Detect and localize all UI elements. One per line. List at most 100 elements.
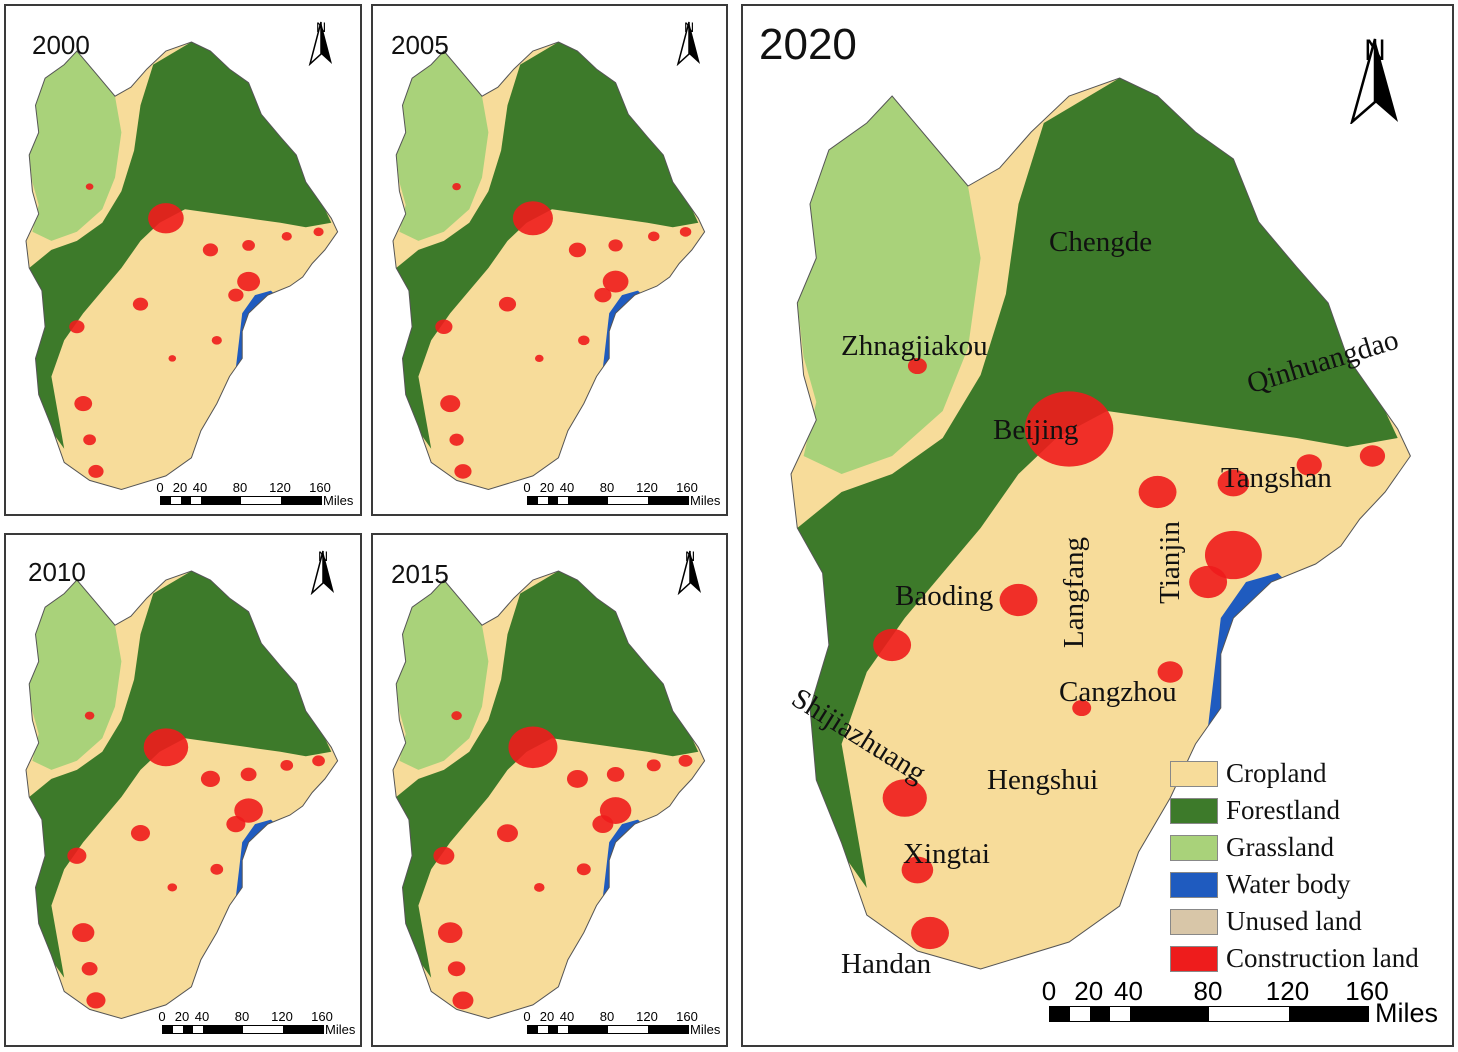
construction-land-patch	[1138, 475, 1177, 509]
construction-land-patch	[88, 464, 104, 478]
scale-tick-label: 40	[194, 1009, 210, 1024]
construction-land-patch	[594, 287, 612, 303]
construction-land-patch	[496, 824, 518, 843]
city-label-beijing: Beijing	[993, 414, 1079, 446]
construction-land-patch	[679, 226, 692, 237]
legend-label: Unused land	[1226, 906, 1362, 936]
scale-tick-label: 80	[599, 1009, 615, 1024]
legend-label: Grassland	[1226, 832, 1334, 862]
north-arrow: N	[1349, 36, 1401, 124]
scale-tick-label: 80	[1193, 976, 1223, 1006]
city-label-langfang: Langfang	[1058, 536, 1091, 649]
scale-tick-label: 160	[676, 1009, 698, 1024]
construction-land-patch	[534, 882, 545, 892]
forestland-area	[396, 571, 699, 978]
scale-tick-label: 160	[676, 480, 698, 495]
grassland-area	[29, 580, 122, 770]
scale-bar-segments	[1049, 1006, 1369, 1022]
scale-tick-label: 160	[311, 1009, 333, 1024]
region-boundary	[25, 41, 339, 491]
legend: Cropland Forestland Grassland Water body Unu…	[1170, 755, 1419, 977]
scale-bar-segments	[160, 496, 322, 505]
city-label-zhangjiakou: Zhnagjiakou	[841, 330, 988, 362]
north-arrow-icon	[676, 21, 700, 66]
scale-unit-label: Miles	[690, 1022, 721, 1037]
construction-land-patch	[566, 770, 588, 788]
panel-year-label: 2010	[28, 557, 86, 587]
construction-land-patch	[281, 232, 292, 241]
legend-item: Cropland	[1170, 755, 1419, 792]
north-arrow: N	[676, 20, 702, 66]
city-label-hengshui: Hengshui	[987, 764, 1099, 796]
forestland-area	[396, 42, 699, 449]
construction-land-patch	[167, 883, 178, 892]
north-arrow-icon	[308, 21, 332, 66]
legend-item: Water body	[1170, 866, 1419, 903]
scale-unit-label: Miles	[325, 1022, 356, 1037]
construction-land-patch	[200, 770, 220, 788]
legend-label: Construction land	[1226, 943, 1419, 973]
panel-year-label: 2000	[32, 30, 90, 60]
scale-tick-label: 120	[1265, 976, 1310, 1006]
construction-land-patch	[85, 183, 94, 190]
construction-land-patch	[508, 726, 558, 769]
construction-land-patch	[83, 434, 96, 446]
construction-land-patch	[901, 856, 934, 884]
construction-land-patch	[568, 242, 587, 258]
scale-bar: 0 20 40 80 120 160 Miles	[1042, 976, 1438, 1028]
scale-unit-label: Miles	[690, 493, 721, 508]
construction-land-patch	[907, 357, 927, 375]
scale-tick-label: 20	[1074, 976, 1104, 1006]
construction-land-patch	[648, 231, 660, 242]
construction-land-patch	[1157, 661, 1183, 683]
construction-land-patch	[678, 754, 693, 767]
construction-land-patch	[1359, 445, 1386, 467]
forestland-area	[797, 78, 1398, 888]
construction-land-patch	[84, 711, 95, 720]
scale-tick-label: 40	[192, 480, 208, 495]
scale-tick-label: 160	[1345, 976, 1389, 1006]
legend-item: Grassland	[1170, 829, 1419, 866]
scale-tick-label: 20	[174, 1009, 190, 1024]
legend-item: Construction land	[1170, 940, 1419, 977]
construction-land-patch	[148, 203, 184, 234]
scale-tick-label: 0	[523, 480, 531, 495]
legend-swatch	[1170, 797, 1218, 824]
scale-tick-label: 20	[172, 480, 188, 495]
forestland-area	[29, 42, 332, 449]
construction-land-patch	[240, 767, 257, 782]
legend-swatch	[1170, 871, 1218, 898]
construction-land-patch	[646, 759, 661, 772]
construction-land-patch	[534, 354, 544, 363]
panel-year-label: 2020	[759, 20, 857, 69]
scale-tick-label: 40	[559, 480, 575, 495]
region-boundary	[790, 77, 1411, 970]
construction-land-patch	[440, 395, 461, 413]
scale-tick-label: 80	[232, 480, 248, 495]
construction-land-patch	[312, 755, 325, 767]
scale-tick-label: 120	[636, 480, 658, 495]
city-label-baoding: Baoding	[895, 580, 994, 612]
construction-land-patch	[437, 922, 463, 944]
region-map	[392, 41, 706, 491]
scale-bar-segments	[162, 1025, 324, 1034]
construction-land-patch	[1296, 454, 1322, 476]
construction-land-patch	[67, 847, 87, 864]
construction-land-patch	[313, 227, 324, 237]
construction-land-patch	[234, 798, 263, 823]
north-arrow: N	[308, 20, 334, 66]
grassland-area	[29, 51, 122, 241]
map-panel-2020: 2020 N Chengde Zhnagjiakou Qinhuangdao B…	[741, 4, 1454, 1047]
north-arrow: N	[677, 549, 703, 595]
construction-land-patch	[435, 319, 453, 335]
construction-land-patch	[1189, 565, 1228, 599]
scale-tick-label: 80	[234, 1009, 250, 1024]
scale-tick-label: 20	[539, 480, 555, 495]
scale-tick-label: 40	[1114, 976, 1143, 1006]
construction-land-patch	[1024, 391, 1114, 467]
construction-land-patch	[1072, 699, 1092, 717]
construction-land-patch	[202, 243, 219, 257]
grassland-area	[797, 96, 981, 474]
